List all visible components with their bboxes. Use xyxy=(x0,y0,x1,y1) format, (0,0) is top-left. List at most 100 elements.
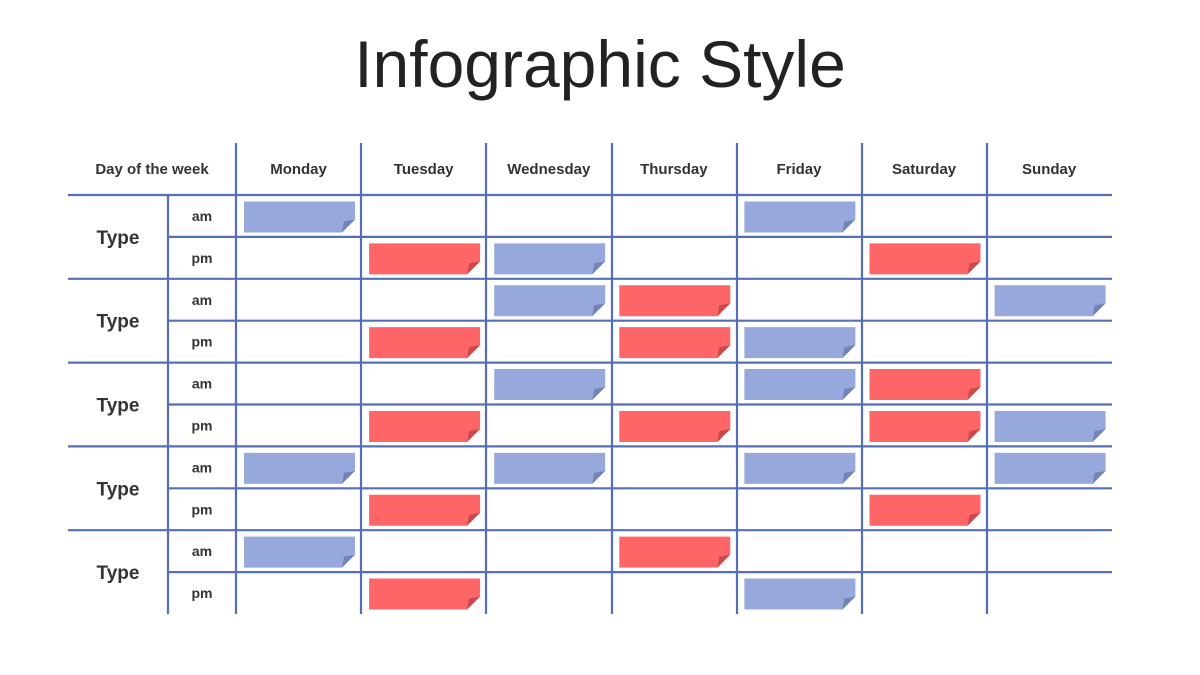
schedule-note-red[interactable] xyxy=(619,410,731,442)
slot-label-pm: pm xyxy=(192,501,213,517)
note-fold xyxy=(717,345,731,359)
note-fold xyxy=(342,470,355,484)
slot-label-pm: pm xyxy=(192,417,213,433)
day-header-saturday: Saturday xyxy=(892,161,957,178)
note-body xyxy=(869,243,981,275)
note-fold xyxy=(967,261,981,275)
schedule-note-blue[interactable] xyxy=(744,201,856,233)
group-type-label: Type xyxy=(97,563,140,584)
note-body xyxy=(744,327,856,359)
note-body xyxy=(369,243,481,275)
schedule-note-red[interactable] xyxy=(869,494,981,526)
note-fold xyxy=(842,219,856,233)
schedule-note-red[interactable] xyxy=(369,578,481,610)
schedule-notes xyxy=(244,201,1106,610)
note-fold xyxy=(967,512,981,526)
slot-label-am: am xyxy=(192,208,212,224)
note-body xyxy=(994,410,1106,442)
note-body xyxy=(994,452,1106,484)
schedule-note-blue[interactable] xyxy=(244,452,355,484)
note-fold xyxy=(967,428,981,442)
note-body xyxy=(869,369,981,401)
corner-label: Day of the week xyxy=(95,161,209,178)
note-fold xyxy=(592,303,606,317)
schedule-note-blue[interactable] xyxy=(994,452,1106,484)
schedule-note-blue[interactable] xyxy=(744,327,856,359)
note-fold xyxy=(342,219,355,233)
group-type-label: Type xyxy=(97,396,140,417)
day-headers: Day of the week Monday Tuesday Wednesday Thu… xyxy=(95,161,1077,178)
schedule-note-red[interactable] xyxy=(619,285,731,317)
note-body xyxy=(619,536,731,568)
schedule-note-blue[interactable] xyxy=(994,285,1106,317)
note-body xyxy=(494,369,606,401)
slot-label-am: am xyxy=(192,459,212,475)
note-fold xyxy=(1092,428,1106,442)
note-fold xyxy=(592,261,606,275)
schedule-note-blue[interactable] xyxy=(494,285,606,317)
schedule-note-red[interactable] xyxy=(619,536,731,568)
schedule-note-blue[interactable] xyxy=(994,410,1106,442)
schedule-note-red[interactable] xyxy=(369,494,481,526)
slot-label-pm: pm xyxy=(192,334,213,350)
note-body xyxy=(369,494,481,526)
note-body xyxy=(244,201,355,233)
slot-label-am: am xyxy=(192,376,212,392)
note-fold xyxy=(842,596,856,610)
note-fold xyxy=(717,554,731,568)
note-body xyxy=(994,285,1106,317)
schedule-note-blue[interactable] xyxy=(744,369,856,401)
day-header-wednesday: Wednesday xyxy=(507,161,591,178)
note-fold xyxy=(467,596,481,610)
note-body xyxy=(494,243,606,275)
day-header-friday: Friday xyxy=(776,161,822,178)
note-fold xyxy=(1092,470,1106,484)
note-fold xyxy=(467,345,481,359)
note-body xyxy=(744,452,856,484)
note-fold xyxy=(1092,303,1106,317)
note-body xyxy=(869,410,981,442)
schedule-note-red[interactable] xyxy=(619,327,731,359)
group-type-label: Type xyxy=(97,479,140,500)
note-fold xyxy=(342,554,355,568)
note-body xyxy=(744,369,856,401)
schedule-note-blue[interactable] xyxy=(494,243,606,275)
group-type-label: Type xyxy=(97,228,140,249)
day-header-thursday: Thursday xyxy=(640,161,708,178)
note-fold xyxy=(717,428,731,442)
schedule-note-red[interactable] xyxy=(869,410,981,442)
schedule-note-blue[interactable] xyxy=(244,201,355,233)
note-body xyxy=(369,327,481,359)
note-fold xyxy=(592,387,606,401)
note-body xyxy=(869,494,981,526)
schedule-note-red[interactable] xyxy=(369,410,481,442)
note-body xyxy=(619,410,731,442)
grid-lines xyxy=(68,143,1112,614)
slot-label-pm: pm xyxy=(192,585,213,601)
schedule-note-red[interactable] xyxy=(869,369,981,401)
note-fold xyxy=(842,387,856,401)
note-body xyxy=(369,578,481,610)
schedule-note-blue[interactable] xyxy=(244,536,355,568)
note-body xyxy=(244,536,355,568)
note-body xyxy=(494,285,606,317)
note-body xyxy=(494,452,606,484)
schedule-note-red[interactable] xyxy=(369,243,481,275)
schedule-note-blue[interactable] xyxy=(494,452,606,484)
note-body xyxy=(619,285,731,317)
schedule-note-red[interactable] xyxy=(369,327,481,359)
note-body xyxy=(244,452,355,484)
schedule-note-blue[interactable] xyxy=(744,452,856,484)
schedule-note-blue[interactable] xyxy=(494,369,606,401)
note-fold xyxy=(592,470,606,484)
schedule-note-blue[interactable] xyxy=(744,578,856,610)
slot-label-am: am xyxy=(192,292,212,308)
note-fold xyxy=(467,512,481,526)
schedule-note-red[interactable] xyxy=(869,243,981,275)
slot-label-am: am xyxy=(192,543,212,559)
page-title: Infographic Style xyxy=(354,27,846,101)
note-fold xyxy=(842,470,856,484)
note-body xyxy=(744,201,856,233)
note-fold xyxy=(967,387,981,401)
